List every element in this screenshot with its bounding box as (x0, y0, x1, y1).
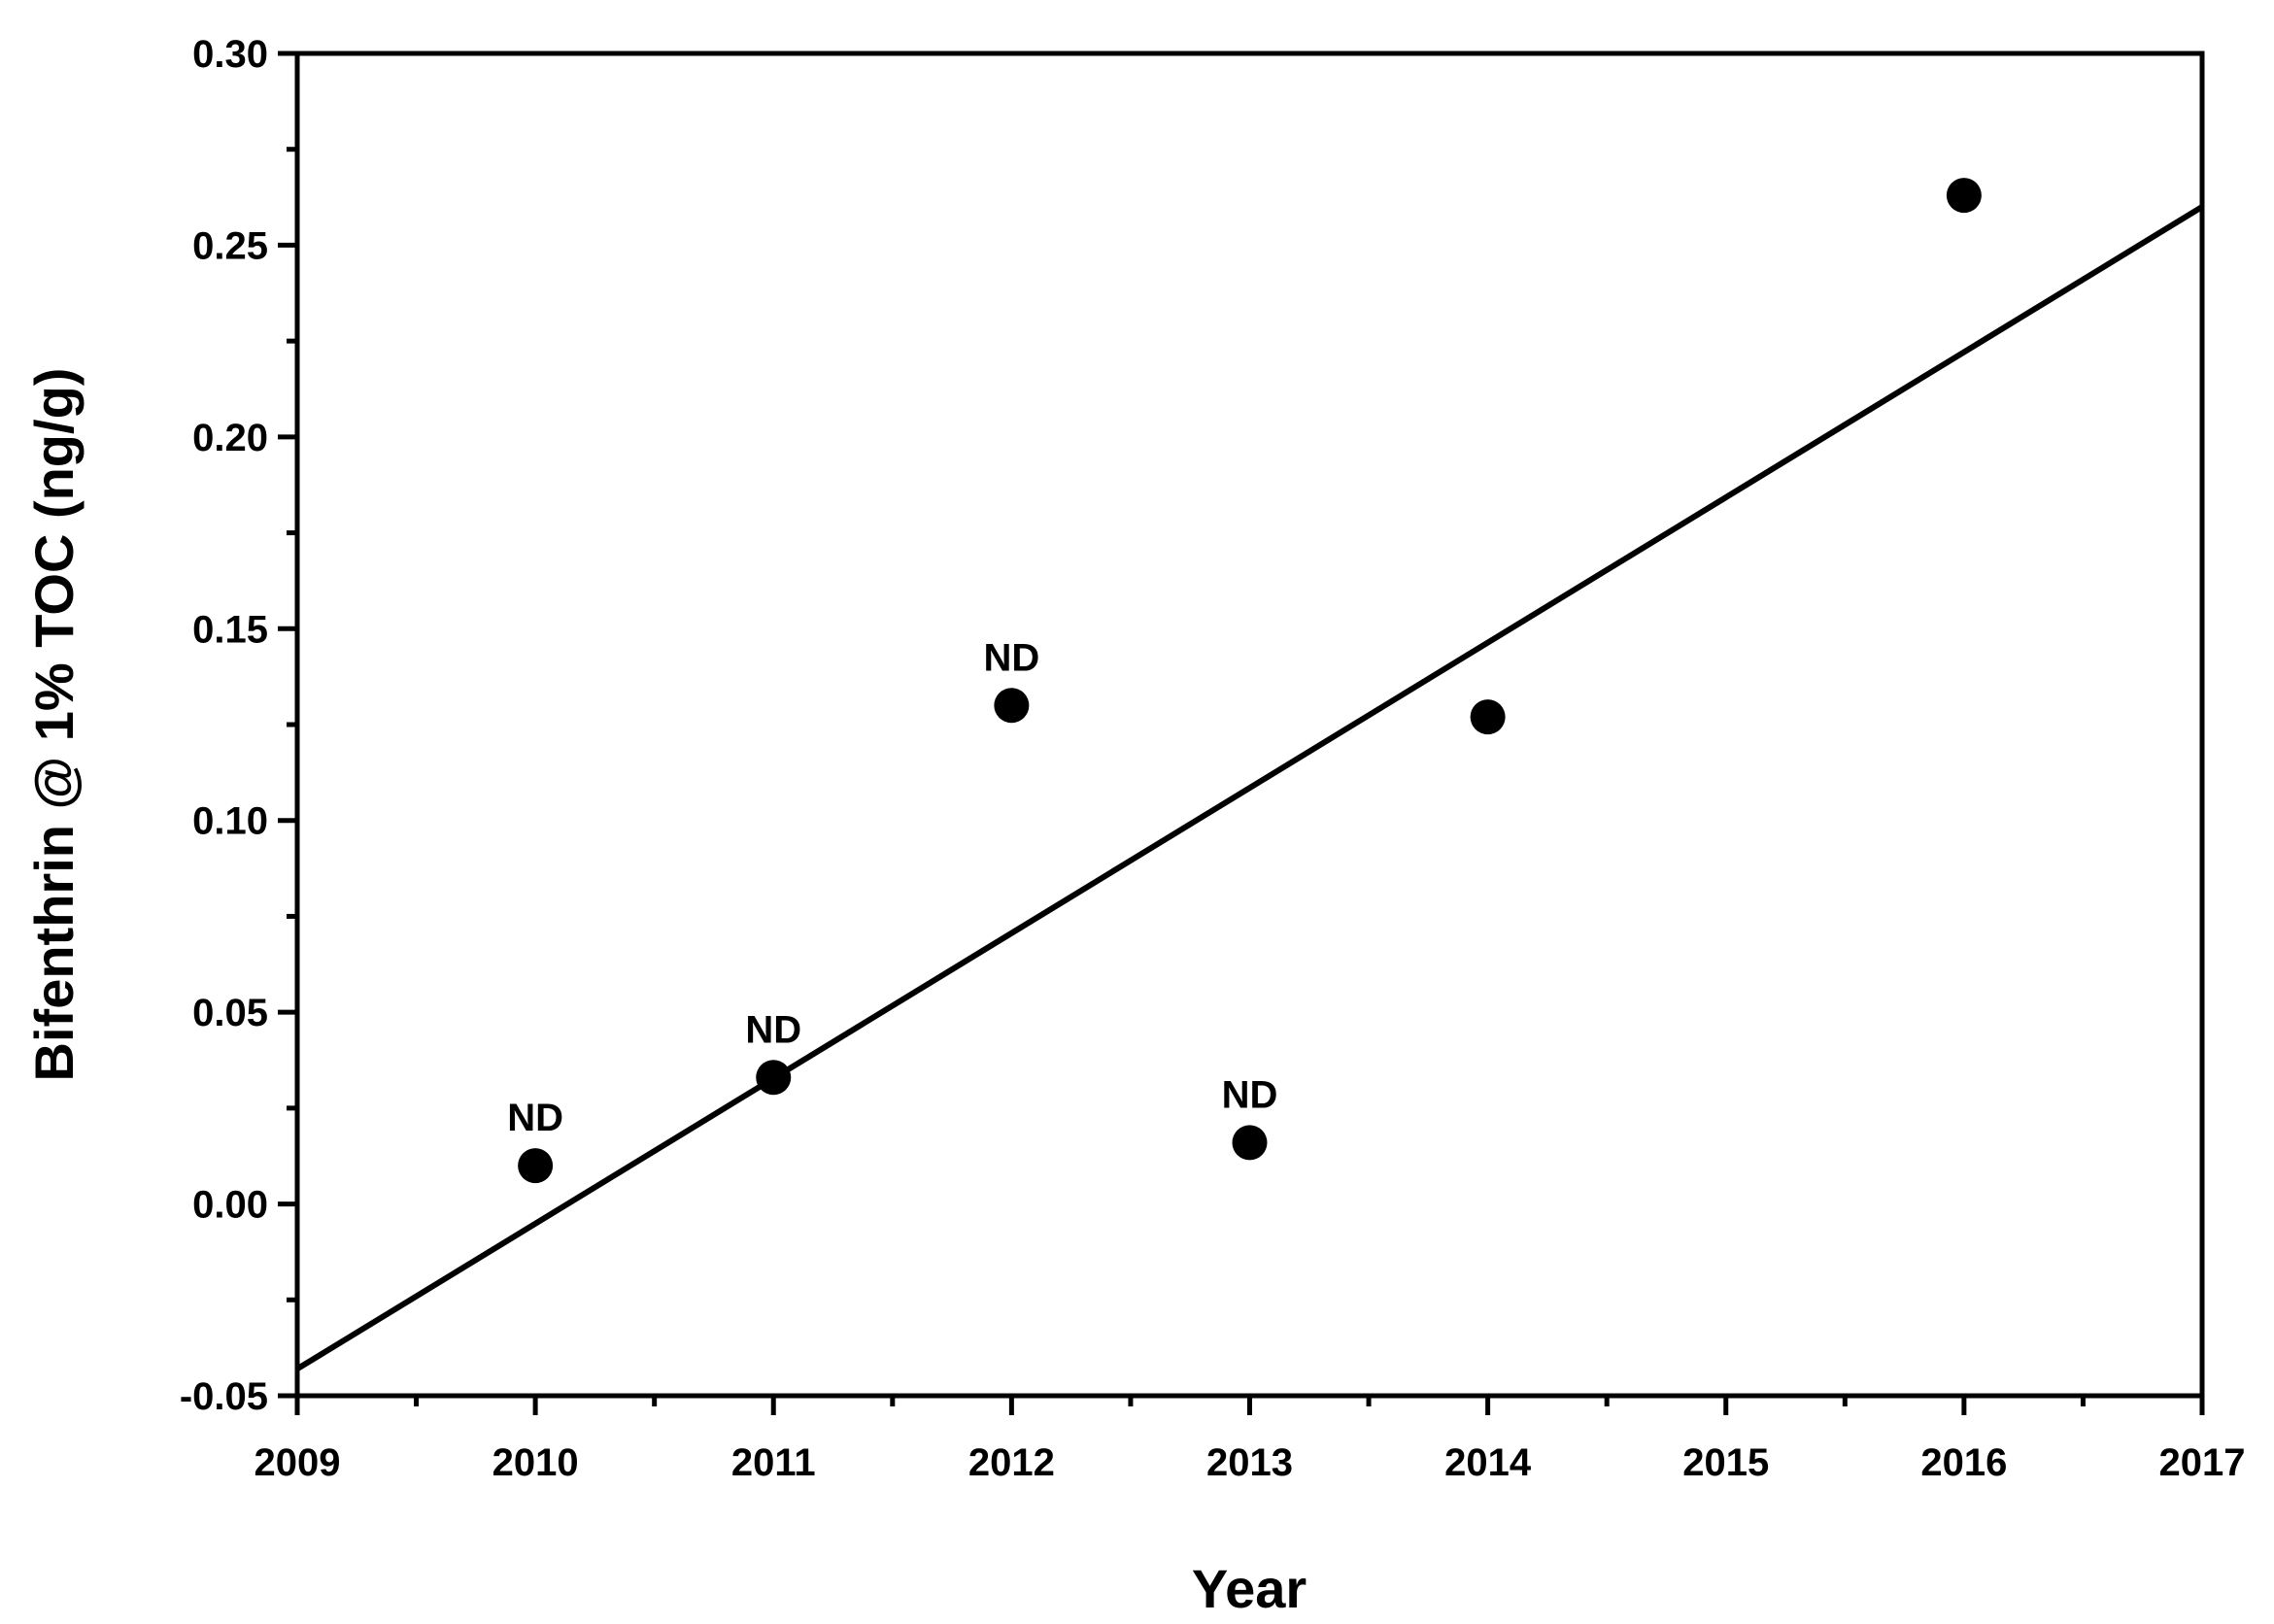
point (518, 1148, 554, 1184)
y-axis-title: Bifenthrin @ 1% TOC (ng/g) (23, 368, 85, 1082)
trend-line (295, 204, 2204, 1371)
point-label: ND (1222, 1073, 1278, 1116)
x-tick-label: 2010 (492, 1441, 579, 1484)
y-tick-label: 0.05 (192, 992, 268, 1034)
y-tick-label: 0.00 (192, 1184, 268, 1227)
point (994, 688, 1030, 724)
x-tick-label: 2013 (1206, 1441, 1293, 1484)
point-label: ND (983, 636, 1039, 679)
x-tick-label: 2011 (731, 1441, 816, 1484)
y-tick-label: 0.20 (192, 417, 268, 459)
point (1232, 1125, 1268, 1161)
x-axis-title: Year (1192, 1558, 1307, 1619)
point (1470, 699, 1506, 735)
y-tick-label: -0.05 (180, 1375, 268, 1418)
x-tick-label: 2016 (1920, 1441, 2007, 1484)
point (1946, 178, 1982, 214)
point-label: ND (745, 1008, 801, 1051)
point (756, 1060, 792, 1096)
plot-frame (294, 51, 2205, 1399)
x-tick-label: 2014 (1444, 1441, 1532, 1484)
y-tick-label: 0.30 (192, 33, 268, 76)
x-tick-label: 2009 (255, 1441, 341, 1484)
x-tick-label: 2017 (2159, 1441, 2246, 1484)
x-tick-label: 2012 (968, 1441, 1055, 1484)
y-tick-label: 0.10 (192, 800, 268, 843)
x-tick-label: 2015 (1682, 1441, 1769, 1484)
point-label: ND (507, 1097, 563, 1139)
y-tick-label: 0.25 (192, 224, 268, 267)
y-tick-label: 0.15 (192, 608, 268, 651)
